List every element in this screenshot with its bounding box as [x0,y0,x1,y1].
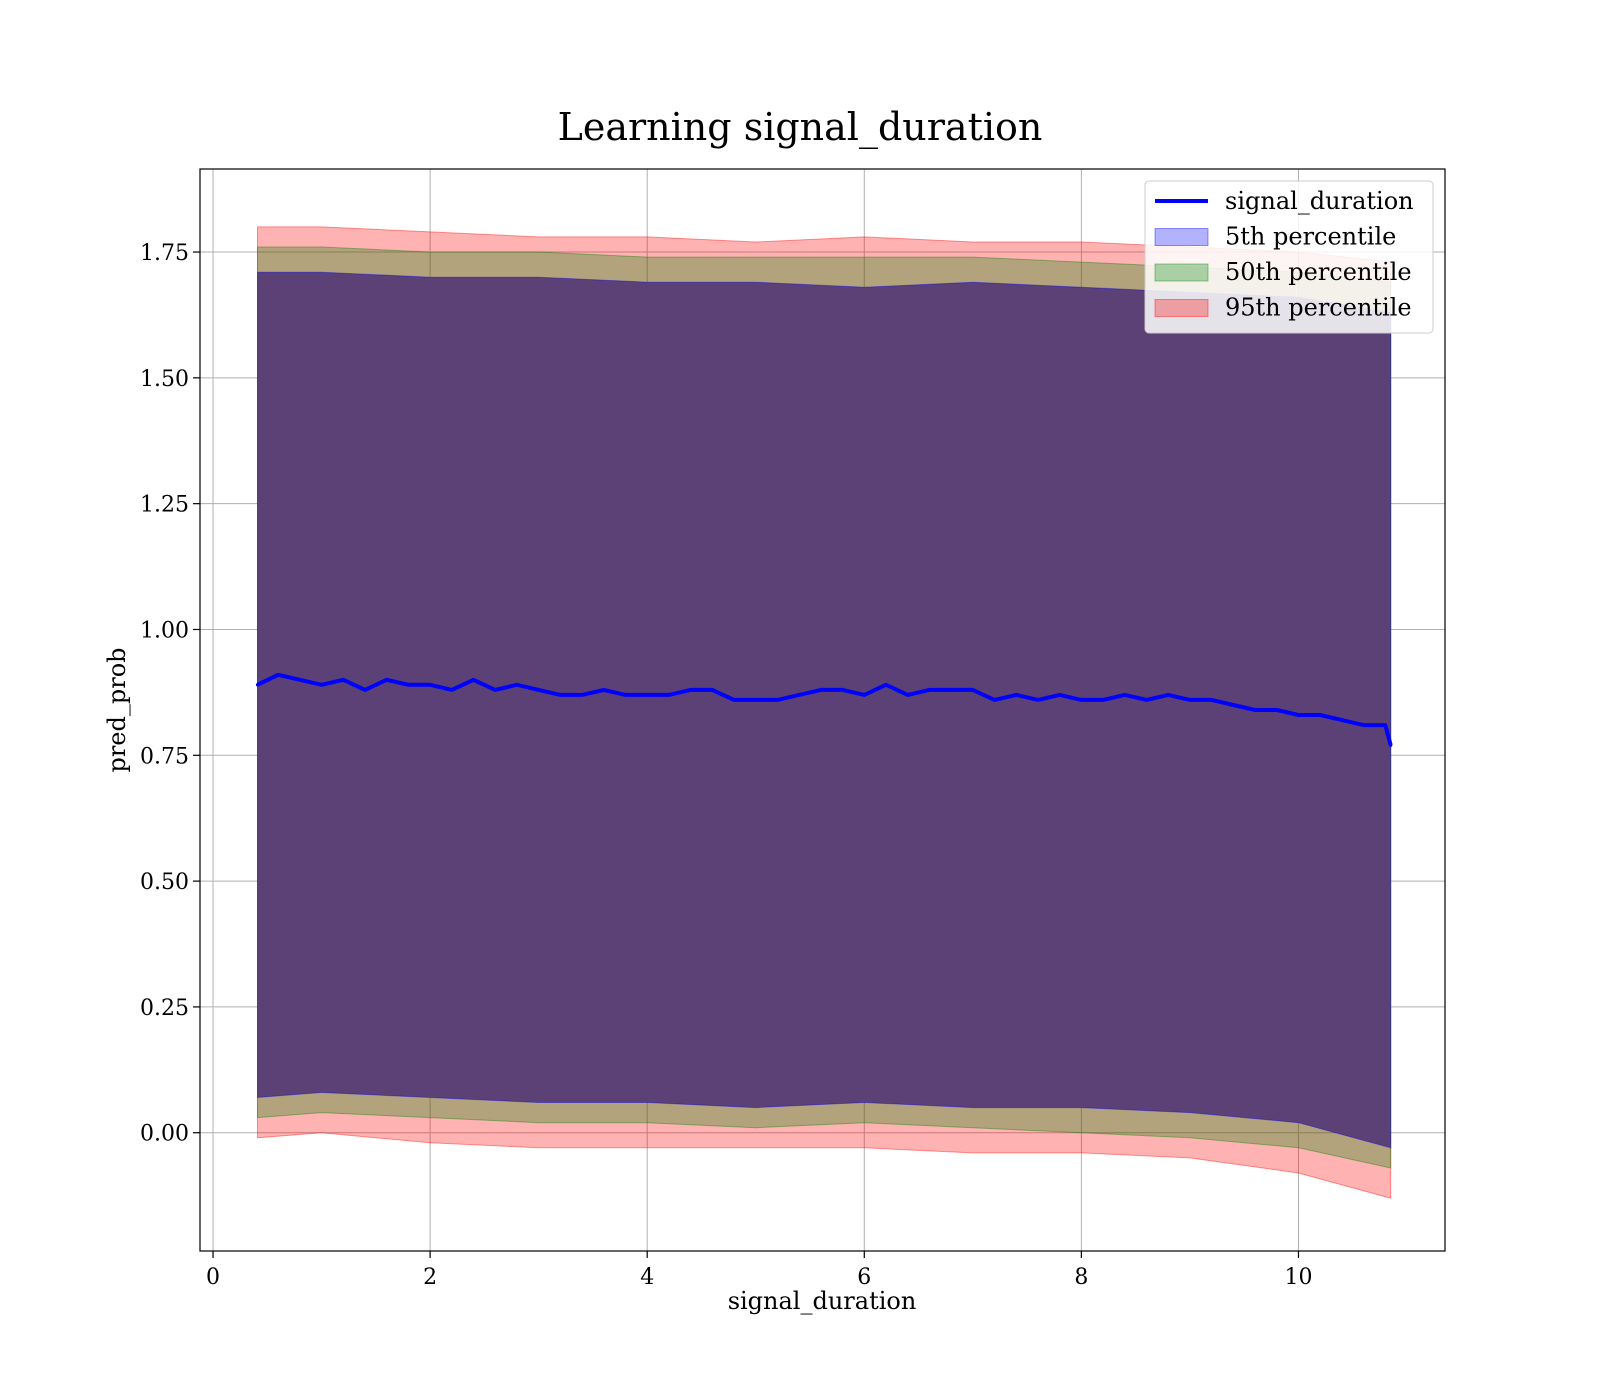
line-point [385,678,389,682]
line-point [819,688,823,692]
band-core-fill [257,272,1391,1148]
line-point [1389,743,1393,747]
line-point [1144,698,1149,702]
line-point [537,688,541,692]
x-tick-label: 4 [640,1265,654,1290]
legend-label: 50th percentile [1225,258,1412,286]
line-point [1296,713,1301,717]
legend-label: signal_duration [1225,187,1414,215]
legend-band-swatch [1154,263,1209,282]
line-point [493,688,497,692]
legend: signal_duration 5th percentile 50th percen… [1144,180,1434,334]
line-point [797,693,801,697]
line-point [1340,718,1344,722]
x-tick-label: 0 [206,1265,220,1290]
line-point [623,693,628,697]
y-tick-label: 0.50 [140,870,189,895]
line-point [558,693,563,697]
line-point [667,693,671,697]
line-point [1123,693,1127,697]
line-point [1079,698,1083,702]
band-5th-percentile [257,271,1392,1149]
y-axis-label: pred_prob [103,647,131,772]
line-point [1275,708,1279,712]
y-tick-label: 1.50 [140,367,189,392]
x-tick-label: 10 [1284,1265,1312,1290]
line-point [1362,723,1366,727]
line-point [1383,723,1387,727]
line-point [1014,693,1018,697]
line-point [1101,698,1105,702]
line-point [971,688,975,692]
line-point [732,698,736,702]
line-point [841,688,845,692]
series-line-signal-duration [256,672,1393,746]
line-point [710,688,714,692]
line-point [276,673,280,677]
line-point [906,693,910,697]
x-tick-label: 6 [857,1265,871,1290]
line-point [406,683,410,687]
line-point [1231,703,1235,707]
line-point [1210,698,1214,702]
legend-label: 5th percentile [1225,223,1396,251]
y-tick-label: 0.75 [140,744,189,769]
legend-box [1144,180,1434,334]
legend-band-swatch [1154,299,1209,317]
x-tick-label: 8 [1074,1265,1088,1290]
plot-frame [199,168,1446,1252]
line-point [580,693,584,697]
line-point [862,693,866,697]
line-point [450,688,454,692]
line-point [1188,698,1192,702]
line-point [949,688,953,692]
line-point [320,683,324,687]
line-point [689,688,693,692]
legend-label: 95th percentile [1225,294,1412,322]
line-point [255,683,260,687]
line-point [1058,693,1062,697]
line-point [1166,693,1170,697]
line-point [363,688,367,692]
line-point [1253,708,1257,712]
line-point [428,683,432,687]
line-point [754,698,758,702]
y-tick-label: 1.00 [140,618,189,643]
y-tick-label: 1.25 [140,493,189,518]
line-point [992,698,997,702]
line-point [1318,713,1322,717]
line-point [775,698,780,702]
y-tick-label: 0.00 [140,1122,189,1147]
x-tick-label: 2 [423,1265,437,1290]
line-point [645,693,649,697]
line-point [927,688,932,692]
line-point [341,678,345,682]
y-tick-label: 1.75 [140,241,189,266]
plot-area: 0 2 4 6 8 10 0.00 0.25 0.50 0.75 1.00 1.25 1.50 1.75 [140,169,1445,1290]
band-50th-percentile [257,246,1392,1169]
line-point [298,678,302,682]
band-95th-percentile [257,226,1392,1199]
x-axis-label: signal_duration [728,1287,917,1315]
line-point [1036,698,1040,702]
line-point [515,683,519,687]
legend-band-swatch [1154,228,1209,246]
line-point [884,683,888,687]
chart-title: Learning signal_duration [558,105,1043,150]
y-tick-label: 0.25 [140,996,189,1021]
line-point [602,688,606,692]
line-point [471,678,476,682]
